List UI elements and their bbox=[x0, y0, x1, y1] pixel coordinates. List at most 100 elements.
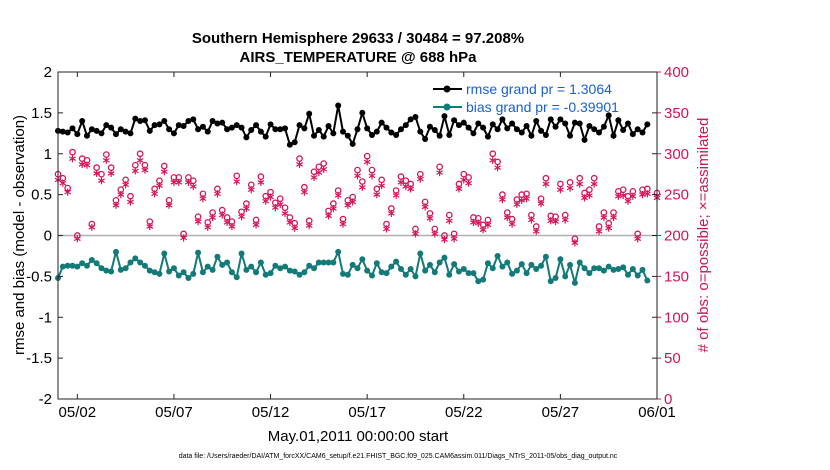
bias-point bbox=[547, 278, 554, 285]
bias-point bbox=[248, 263, 255, 270]
plot-area: -2 -1.5 -1 -0.5 0 0.5 1 1.5 2 0 50 100 150 200 250 300 3… bbox=[26, 64, 689, 421]
bias-point bbox=[518, 261, 525, 268]
bias-point bbox=[156, 270, 163, 277]
bias-point bbox=[209, 266, 216, 273]
bias-point bbox=[499, 263, 506, 270]
rmse-point bbox=[460, 119, 467, 126]
obs-assimilated-point bbox=[556, 186, 564, 194]
obs-assimilated-point bbox=[242, 204, 250, 213]
rmse-point bbox=[388, 129, 395, 136]
obs-possible-point bbox=[69, 148, 76, 156]
bias-point bbox=[262, 271, 269, 278]
bias-point bbox=[199, 269, 206, 276]
rmse-point bbox=[533, 118, 540, 125]
y-right-tick-label: 300 bbox=[664, 146, 689, 163]
rmse-point bbox=[93, 127, 100, 134]
bias-point bbox=[311, 265, 318, 272]
legend-rmse-marker bbox=[443, 85, 451, 93]
bias-point bbox=[368, 272, 375, 279]
bias-point bbox=[634, 272, 641, 279]
y-right-tick-label: 400 bbox=[664, 64, 689, 81]
bias-point bbox=[69, 262, 76, 269]
obs-assimilated-point bbox=[436, 168, 444, 177]
legend: rmse grand pr = 1.3064 bias grand pr = -… bbox=[433, 81, 619, 115]
bias-point bbox=[59, 263, 66, 270]
rmse-point bbox=[330, 130, 337, 137]
bias-point bbox=[98, 265, 105, 272]
rmse-point bbox=[426, 123, 433, 130]
rmse-point bbox=[542, 131, 549, 138]
rmse-point bbox=[180, 122, 187, 129]
rmse-point bbox=[262, 133, 269, 140]
obs-assimilated-point bbox=[392, 191, 400, 200]
x-tick-label: 05/02 bbox=[59, 404, 97, 421]
obs-assimilated-point bbox=[349, 198, 357, 206]
obs-assimilated-point bbox=[513, 200, 521, 209]
bias-point bbox=[79, 260, 86, 267]
rmse-point bbox=[325, 122, 332, 129]
rmse-point bbox=[204, 128, 211, 135]
bias-point bbox=[325, 259, 332, 266]
rmse-point bbox=[199, 123, 206, 130]
bias-point bbox=[257, 259, 264, 266]
rmse-point bbox=[451, 117, 458, 124]
obs-assimilated-point bbox=[474, 219, 482, 227]
bias-point bbox=[480, 276, 487, 283]
obs-assimilated-point bbox=[643, 190, 651, 198]
bias-point bbox=[451, 261, 458, 268]
obs-assimilated-point bbox=[542, 180, 550, 188]
bias-point bbox=[320, 259, 327, 266]
obs-assimilated-point bbox=[329, 204, 337, 213]
bias-point bbox=[132, 255, 139, 262]
obs-assimilated-point bbox=[426, 214, 434, 222]
rmse-point bbox=[296, 122, 303, 129]
bias-point bbox=[340, 270, 347, 277]
obs-assimilated-point bbox=[73, 235, 81, 243]
bias-point bbox=[412, 273, 419, 280]
rmse-point bbox=[59, 128, 66, 135]
rmse-point bbox=[639, 129, 646, 136]
rmse-point bbox=[397, 126, 404, 133]
rmse-point bbox=[591, 126, 598, 133]
rmse-point bbox=[625, 120, 632, 127]
bias-point bbox=[562, 273, 569, 280]
bias-point bbox=[93, 260, 100, 267]
rmse-point bbox=[567, 132, 574, 139]
bias-point bbox=[185, 275, 192, 282]
obs-assimilated-point bbox=[499, 195, 506, 204]
bias-point bbox=[397, 266, 404, 273]
obs-assimilated-point bbox=[412, 230, 419, 238]
obs-assimilated-point bbox=[310, 173, 318, 182]
bias-point bbox=[296, 271, 303, 278]
rmse-point bbox=[504, 125, 511, 132]
obs-assimilated-point bbox=[136, 156, 144, 164]
rmse-point bbox=[64, 129, 71, 136]
rmse-point bbox=[306, 110, 313, 117]
y-tick-label: -1.5 bbox=[26, 350, 52, 367]
rmse-point bbox=[431, 127, 438, 134]
obs-assimilated-point bbox=[98, 177, 105, 185]
obs-assimilated-point bbox=[489, 156, 497, 164]
rmse-point bbox=[248, 127, 255, 134]
rmse-point bbox=[243, 134, 250, 141]
y-tick-label: 2 bbox=[44, 64, 52, 81]
obs-assimilated-point bbox=[600, 213, 608, 222]
rmse-point bbox=[349, 140, 356, 147]
bias-point bbox=[306, 262, 313, 269]
rmse-point bbox=[291, 139, 298, 146]
bias-point bbox=[354, 265, 361, 272]
bias-point bbox=[349, 261, 356, 268]
obs-assimilated-point bbox=[180, 234, 188, 242]
bias-point bbox=[344, 271, 351, 278]
rmse-point bbox=[402, 122, 409, 129]
rmse-point bbox=[195, 126, 202, 133]
rmse-point bbox=[170, 130, 177, 137]
rmse-point bbox=[571, 119, 578, 126]
rmse-point bbox=[373, 128, 380, 135]
rmse-point bbox=[383, 124, 390, 131]
obs-assimilated-point bbox=[320, 165, 328, 173]
obs-assimilated-point bbox=[156, 182, 163, 190]
obs-assimilated-point bbox=[64, 188, 72, 196]
rmse-point bbox=[112, 131, 119, 138]
rmse-point bbox=[547, 116, 554, 123]
